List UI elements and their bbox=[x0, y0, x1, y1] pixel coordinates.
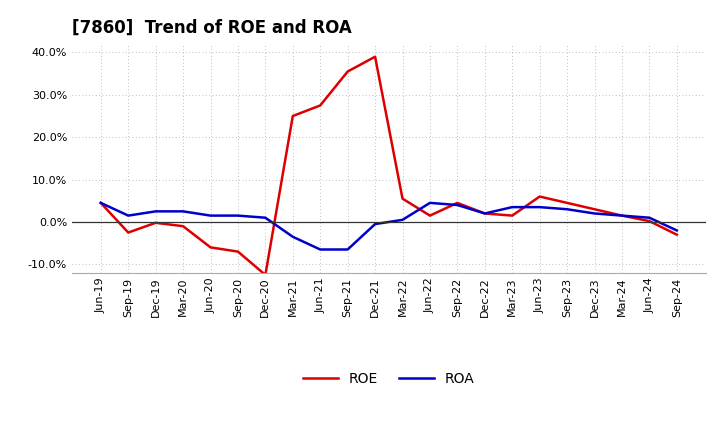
ROE bbox=[480, 211, 489, 216]
ROA bbox=[124, 213, 132, 218]
ROA bbox=[289, 234, 297, 239]
ROA bbox=[563, 207, 572, 212]
ROE bbox=[453, 200, 462, 205]
ROE bbox=[261, 272, 270, 278]
Line: ROE: ROE bbox=[101, 57, 677, 275]
ROE bbox=[124, 230, 132, 235]
ROE bbox=[645, 219, 654, 224]
ROA bbox=[672, 228, 681, 233]
ROE bbox=[289, 114, 297, 119]
ROE bbox=[563, 200, 572, 205]
ROA bbox=[508, 205, 516, 210]
ROA bbox=[343, 247, 352, 252]
ROE bbox=[206, 245, 215, 250]
ROA bbox=[618, 213, 626, 218]
ROA bbox=[453, 202, 462, 208]
ROE bbox=[672, 232, 681, 237]
ROA bbox=[645, 215, 654, 220]
ROE bbox=[508, 213, 516, 218]
ROA bbox=[151, 209, 160, 214]
ROA bbox=[316, 247, 325, 252]
ROA bbox=[96, 200, 105, 205]
ROA bbox=[590, 211, 599, 216]
ROA bbox=[206, 213, 215, 218]
ROE bbox=[316, 103, 325, 108]
ROA bbox=[426, 200, 434, 205]
Text: [7860]  Trend of ROE and ROA: [7860] Trend of ROE and ROA bbox=[72, 19, 352, 37]
Line: ROA: ROA bbox=[101, 203, 677, 249]
ROE bbox=[179, 224, 187, 229]
ROE bbox=[536, 194, 544, 199]
ROE bbox=[618, 213, 626, 218]
ROE bbox=[343, 69, 352, 74]
ROA bbox=[233, 213, 242, 218]
ROA bbox=[480, 211, 489, 216]
ROE bbox=[590, 207, 599, 212]
ROE bbox=[151, 220, 160, 225]
ROA bbox=[398, 217, 407, 223]
Legend: ROE, ROA: ROE, ROA bbox=[297, 367, 480, 392]
ROE bbox=[96, 200, 105, 205]
ROA bbox=[179, 209, 187, 214]
ROE bbox=[233, 249, 242, 254]
ROE bbox=[426, 213, 434, 218]
ROA bbox=[261, 215, 270, 220]
ROA bbox=[536, 205, 544, 210]
ROE bbox=[398, 196, 407, 201]
ROE bbox=[371, 54, 379, 59]
ROA bbox=[371, 221, 379, 227]
